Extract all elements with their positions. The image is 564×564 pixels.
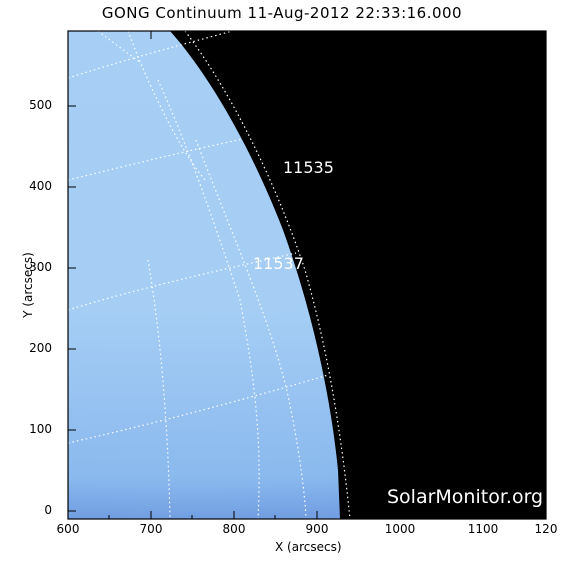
image-title: GONG Continuum 11-Aug-2012 22:33:16.000	[101, 4, 463, 22]
y-tick-label: 300	[29, 260, 52, 274]
heliographic-grid	[68, 31, 351, 519]
y-axis-label: Y (arcsecs)	[21, 252, 35, 318]
region-label-11535: 11535	[283, 158, 334, 177]
plot-frame	[67, 30, 547, 520]
x-tick-label: 600	[56, 522, 80, 536]
watermark-text: SolarMonitor.org	[387, 486, 544, 508]
region-label-11537: 11537	[253, 254, 304, 273]
y-tick-label: 500	[29, 98, 52, 112]
x-tick-label: 1000	[384, 522, 416, 536]
x-axis-ticks	[67, 31, 525, 519]
x-tick-label: 1100	[467, 522, 499, 536]
y-tick-label: 200	[29, 341, 52, 355]
x-tick-label: 800	[222, 522, 246, 536]
y-tick-label: 0	[44, 503, 52, 517]
x-axis-label: X (arcsecs)	[275, 540, 342, 554]
x-tick-label: 900	[305, 522, 329, 536]
x-tick-label: 700	[139, 522, 163, 536]
y-tick-label: 100	[29, 422, 52, 436]
y-axis-ticks	[68, 105, 546, 512]
x-tick-label: 120	[534, 522, 558, 536]
y-tick-label: 400	[29, 179, 52, 193]
solar-disk	[68, 31, 340, 519]
